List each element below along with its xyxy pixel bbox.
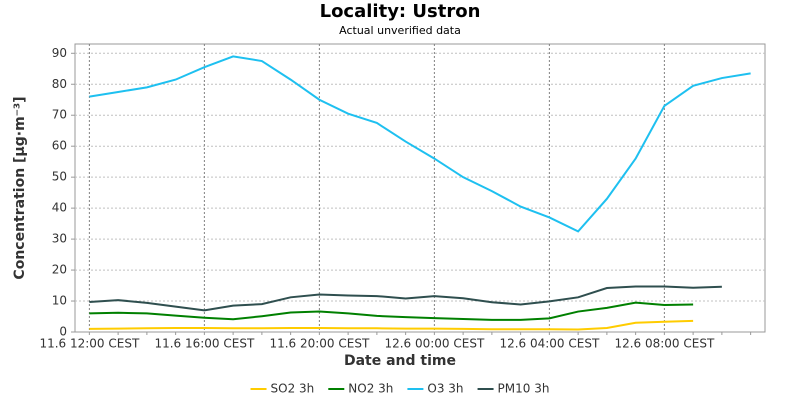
legend-label: O3 3h: [427, 382, 463, 396]
x-tick-label: 12.6 08:00 CEST: [614, 337, 715, 351]
chart-subtitle: Actual unverified data: [339, 24, 461, 37]
chart-title: Locality: Ustron: [320, 1, 481, 22]
x-tick-label: 12.6 00:00 CEST: [384, 337, 485, 351]
x-tick-label: 11.6 20:00 CEST: [269, 337, 370, 351]
legend-label: SO2 3h: [271, 382, 315, 396]
legend-label: NO2 3h: [348, 382, 393, 396]
x-tick-label: 11.6 16:00 CEST: [154, 337, 255, 351]
plot-area: [74, 43, 766, 333]
series-line: [89, 301, 694, 321]
y-tick-label: 40: [52, 201, 67, 215]
y-axis-label: Concentration [µg·m⁻³]: [12, 96, 28, 279]
y-tick-label: 50: [52, 170, 67, 184]
y-tick-label: 80: [52, 77, 67, 91]
x-tick-label: 12.6 04:00 CEST: [499, 337, 600, 351]
y-tick-label: 70: [52, 108, 67, 122]
y-tick-label: 30: [52, 232, 67, 246]
series-line: [89, 55, 751, 233]
y-tick-label: 90: [52, 46, 67, 60]
y-tick-label: 20: [52, 263, 67, 277]
series-line: [89, 319, 694, 331]
y-tick-label: 10: [52, 294, 67, 308]
series-line: [89, 285, 722, 312]
y-tick-label: 60: [52, 139, 67, 153]
x-axis-label: Date and time: [344, 353, 456, 369]
y-tick-label: 0: [59, 325, 67, 339]
x-tick-label: 11.6 12:00 CEST: [39, 337, 140, 351]
legend-label: PM10 3h: [498, 382, 550, 396]
